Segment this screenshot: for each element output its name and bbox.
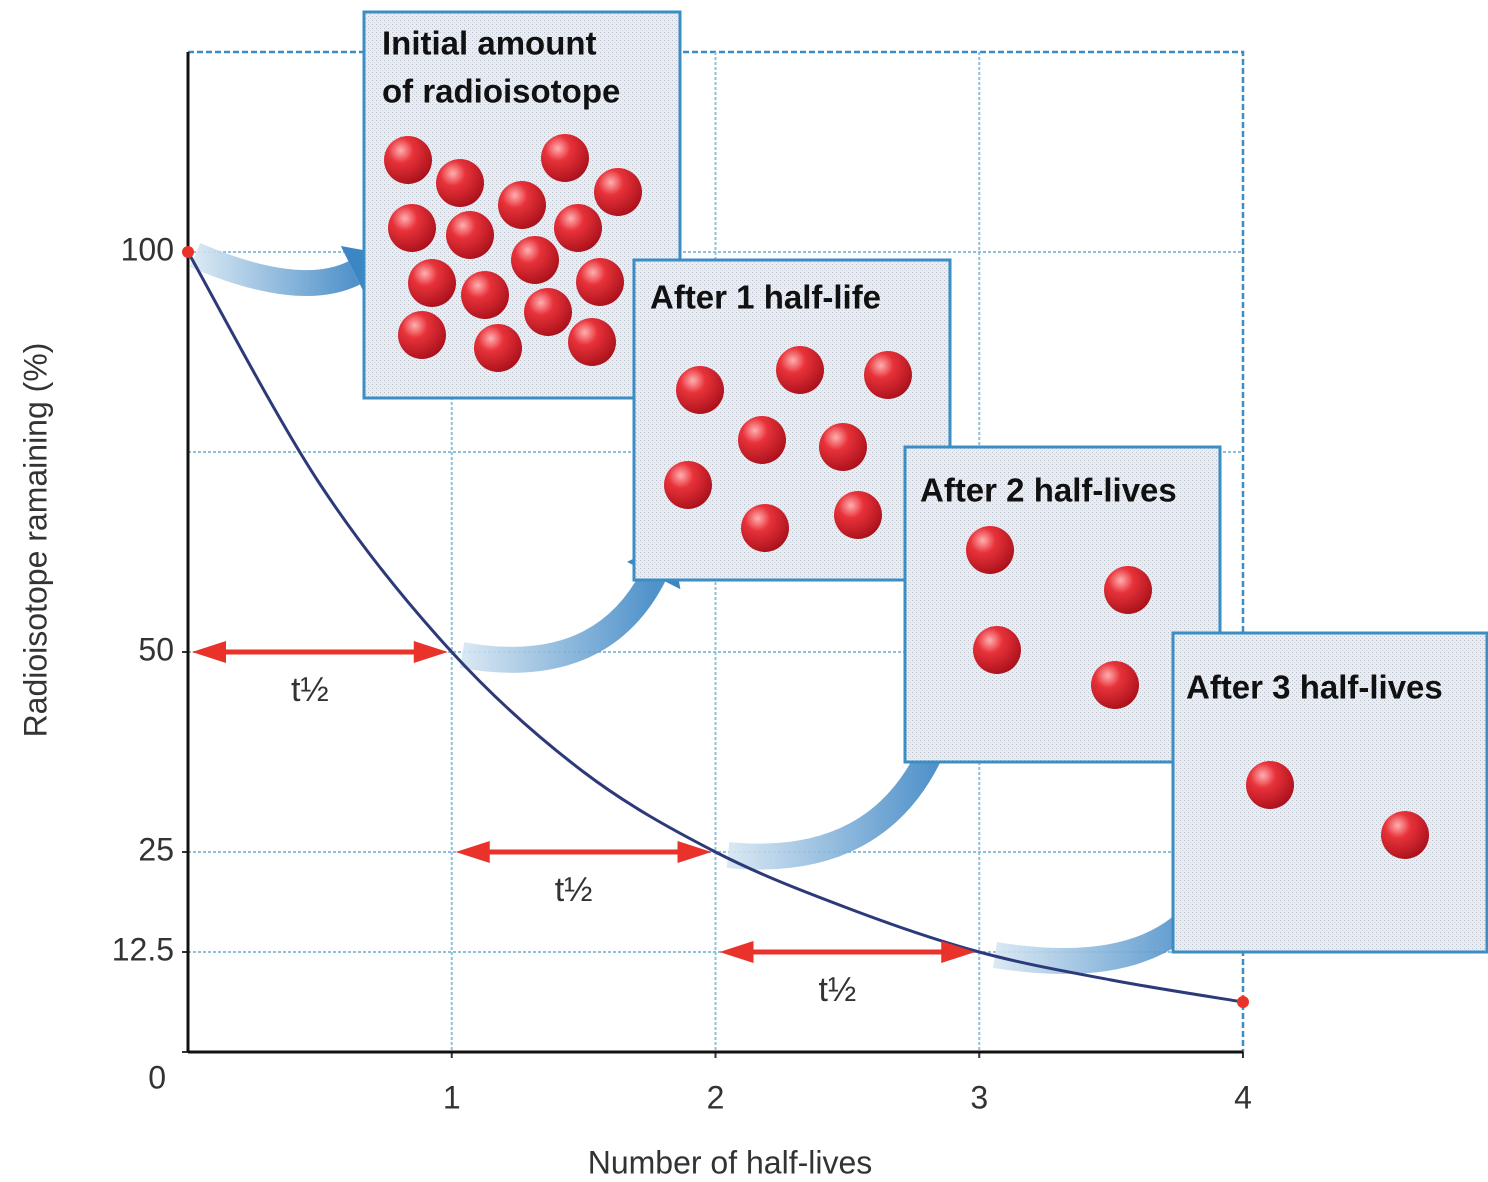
atom [461, 271, 509, 319]
atom [973, 626, 1021, 674]
arrowhead [719, 941, 754, 963]
atom [741, 504, 789, 552]
x-tick-label: 2 [707, 1079, 725, 1115]
panel-title: After 1 half-life [650, 279, 881, 316]
y-tick-label: 0 [148, 1059, 166, 1095]
arrowhead [941, 941, 976, 963]
atom [388, 204, 436, 252]
atom [511, 236, 559, 284]
atom [1104, 566, 1152, 614]
panel-title: Initial amount [382, 25, 597, 62]
atom [554, 204, 602, 252]
atom [676, 366, 724, 414]
atom [819, 423, 867, 471]
atom [408, 259, 456, 307]
transition-arrow [726, 739, 947, 870]
panel [903, 445, 1222, 764]
atom [1246, 761, 1294, 809]
atom [776, 346, 824, 394]
atom [524, 288, 572, 336]
panel [1171, 631, 1488, 954]
atom [664, 461, 712, 509]
atom [446, 211, 494, 259]
atom [498, 181, 546, 229]
atom [1381, 811, 1429, 859]
half-life-label: t½ [818, 971, 856, 1009]
endpoint [1237, 996, 1249, 1008]
atom [398, 311, 446, 359]
atom [966, 526, 1014, 574]
x-tick-label: 4 [1234, 1079, 1252, 1115]
decay-curve [186, 251, 1244, 1004]
atom [738, 416, 786, 464]
atom [384, 136, 432, 184]
half-life-label: t½ [555, 871, 593, 909]
arrowhead [192, 641, 226, 663]
atom [568, 318, 616, 366]
atom [436, 159, 484, 207]
half-life-label: t½ [291, 671, 329, 709]
panel-title: of radioisotope [382, 73, 620, 110]
endpoint [182, 246, 194, 258]
atom [1091, 661, 1139, 709]
panel-title: After 2 half-lives [920, 472, 1177, 509]
arrowhead [677, 841, 712, 863]
y-axis-title: Radioisotope ramaining (%) [17, 343, 53, 738]
y-tick-label: 50 [138, 631, 174, 667]
transition-arrow [459, 569, 666, 673]
arrowhead [455, 841, 490, 863]
atom [594, 168, 642, 216]
atom [864, 351, 912, 399]
x-tick-label: 3 [970, 1079, 988, 1115]
atom [541, 134, 589, 182]
y-tick-label: 25 [138, 831, 174, 867]
y-tick-label: 100 [121, 231, 174, 267]
transition-arrow [189, 243, 361, 297]
panel [632, 258, 952, 582]
arrowhead [413, 641, 448, 663]
atom [834, 491, 882, 539]
x-axis-title: Number of half-lives [588, 1144, 873, 1180]
atom [576, 258, 624, 306]
atom [474, 324, 522, 372]
y-tick-label: 12.5 [112, 931, 174, 967]
panel-title: After 3 half-lives [1186, 669, 1443, 706]
x-tick-label: 1 [443, 1079, 461, 1115]
